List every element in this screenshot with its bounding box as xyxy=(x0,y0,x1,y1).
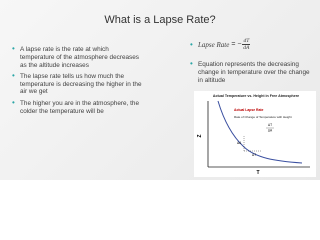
bullet: Equation represents the decreasing chang… xyxy=(190,60,315,84)
bullet: The higher you are in the atmosphere, th… xyxy=(12,99,142,116)
numerator: dT xyxy=(242,38,251,45)
delta-t: ΔT xyxy=(252,153,256,157)
slide: What is a Lapse Rate? A lapse rate is th… xyxy=(0,0,320,180)
bullet: The lapse rate tells us how much the tem… xyxy=(12,72,142,96)
figure: Actual Temperature vs. Height in Free At… xyxy=(194,91,316,177)
formula-lhs: Lapse Rate xyxy=(198,40,230,49)
figure-bg xyxy=(194,91,316,177)
ratio-numerator: ΔT xyxy=(268,123,272,127)
right-bullets: Equation represents the decreasing chang… xyxy=(190,60,315,88)
x-axis-label: T xyxy=(256,170,259,176)
left-bullets: A lapse rate is the rate at which temper… xyxy=(12,45,142,119)
denominator: dA xyxy=(243,45,250,51)
bullet: A lapse rate is the rate at which temper… xyxy=(12,45,142,69)
slide-title: What is a Lapse Rate? xyxy=(104,14,216,26)
ratio-denominator: ΔA xyxy=(268,129,273,133)
delta-a: ΔA xyxy=(237,141,242,145)
curve-label: Actual Lapse Rate xyxy=(234,108,264,112)
figure-title: Actual Temperature vs. Height in Free At… xyxy=(213,94,299,98)
formula: Lapse Rate = − dT dA xyxy=(190,38,251,51)
formula-equals: = − xyxy=(231,41,242,48)
rate-label: Rate of Change of Temperature with Heigh… xyxy=(234,115,292,119)
fraction: dT dA xyxy=(242,38,251,51)
y-axis-label: Z xyxy=(197,134,203,137)
